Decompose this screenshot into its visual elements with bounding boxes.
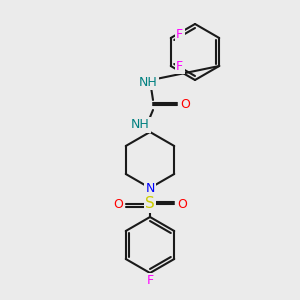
Text: F: F bbox=[146, 274, 154, 287]
Text: F: F bbox=[176, 59, 183, 73]
Text: NH: NH bbox=[130, 118, 149, 131]
Text: F: F bbox=[176, 28, 183, 41]
Text: NH: NH bbox=[139, 76, 158, 88]
Text: O: O bbox=[180, 98, 190, 112]
Text: O: O bbox=[113, 197, 123, 211]
Text: N: N bbox=[145, 182, 155, 194]
Text: O: O bbox=[177, 197, 187, 211]
Text: S: S bbox=[145, 196, 155, 211]
